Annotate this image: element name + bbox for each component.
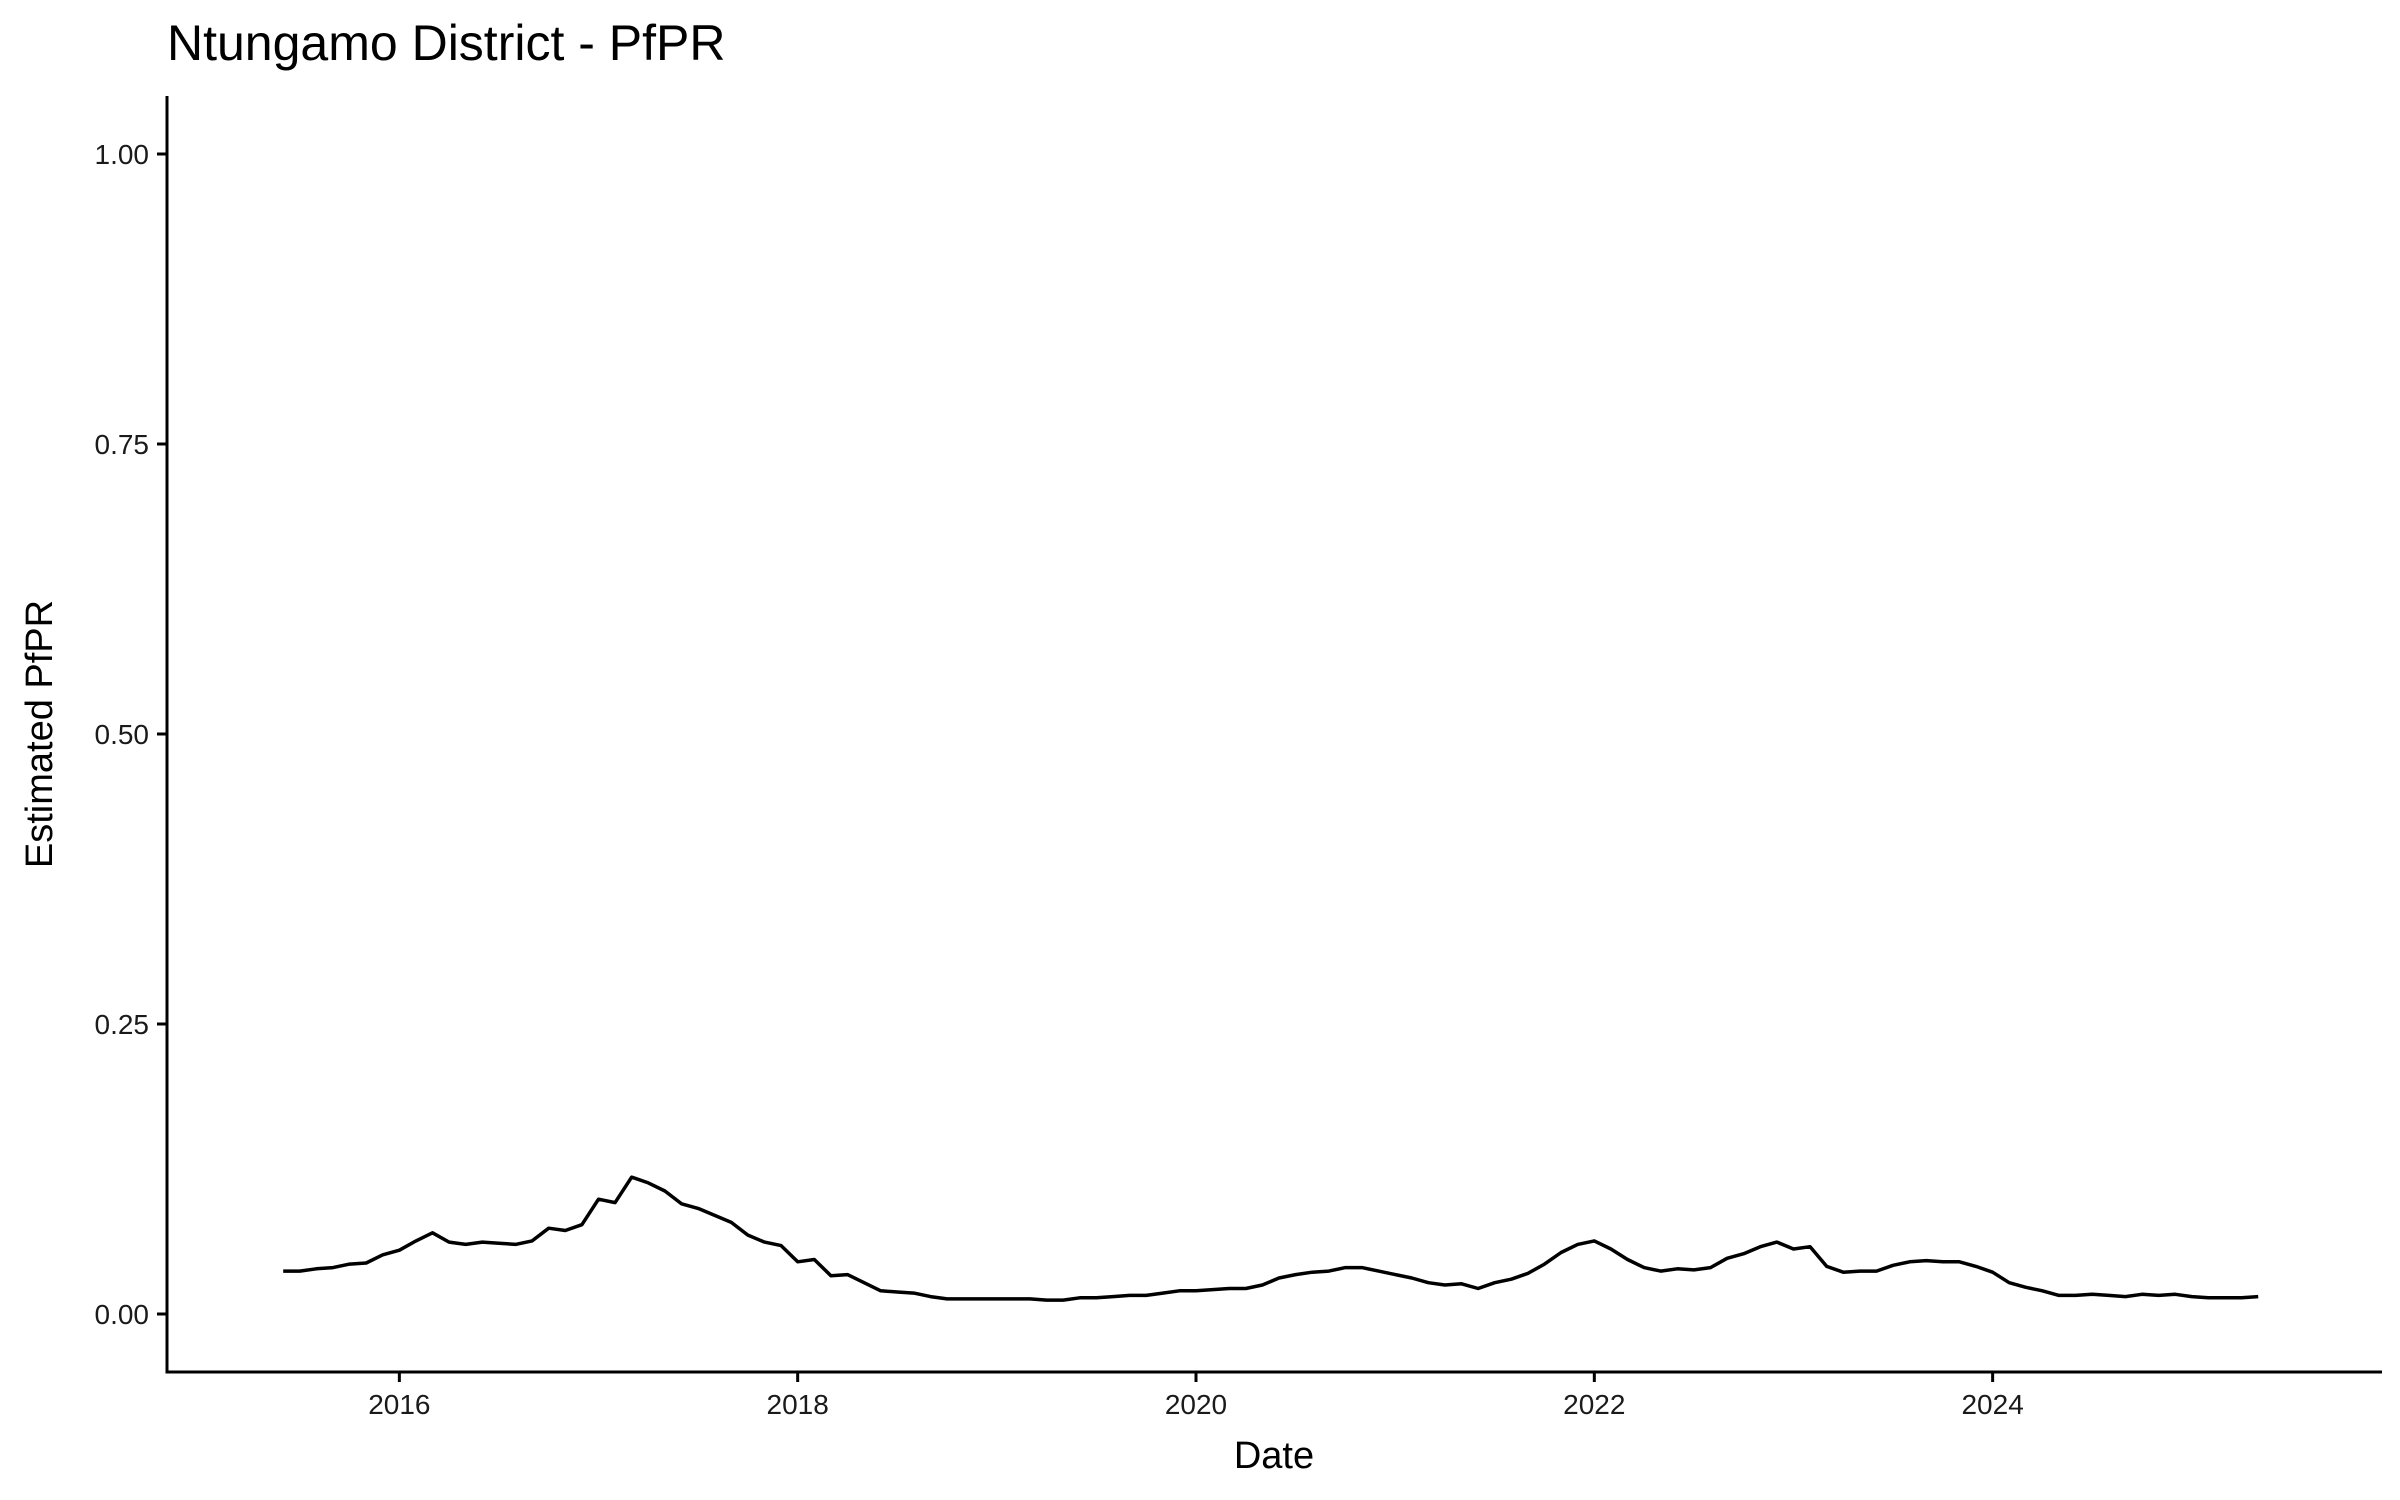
x-axis-ticks: 2016 2018 2020 2022 2024 [368,1372,2024,1420]
x-tick-label: 2024 [1961,1389,2023,1420]
y-axis-label: Estimated PfPR [19,600,61,868]
x-axis-label: Date [1234,1435,1314,1477]
pfpr-series-line [283,1175,2259,1302]
plot-area: 0.00 0.25 0.50 0.75 1.00 2016 2018 2020 2022 202… [95,96,2382,1420]
chart-title: Ntungamo District - PfPR [167,15,725,71]
x-tick-label: 2016 [368,1389,430,1420]
y-axis-ticks: 0.00 0.25 0.50 0.75 1.00 [95,139,167,1330]
y-tick-label: 1.00 [95,139,150,170]
x-tick-label: 2018 [767,1389,829,1420]
y-tick-label: 0.25 [95,1009,150,1040]
x-tick-label: 2020 [1165,1389,1227,1420]
y-tick-label: 0.50 [95,719,150,750]
x-tick-label: 2022 [1563,1389,1625,1420]
y-tick-label: 0.75 [95,429,150,460]
y-tick-label: 0.00 [95,1299,150,1330]
